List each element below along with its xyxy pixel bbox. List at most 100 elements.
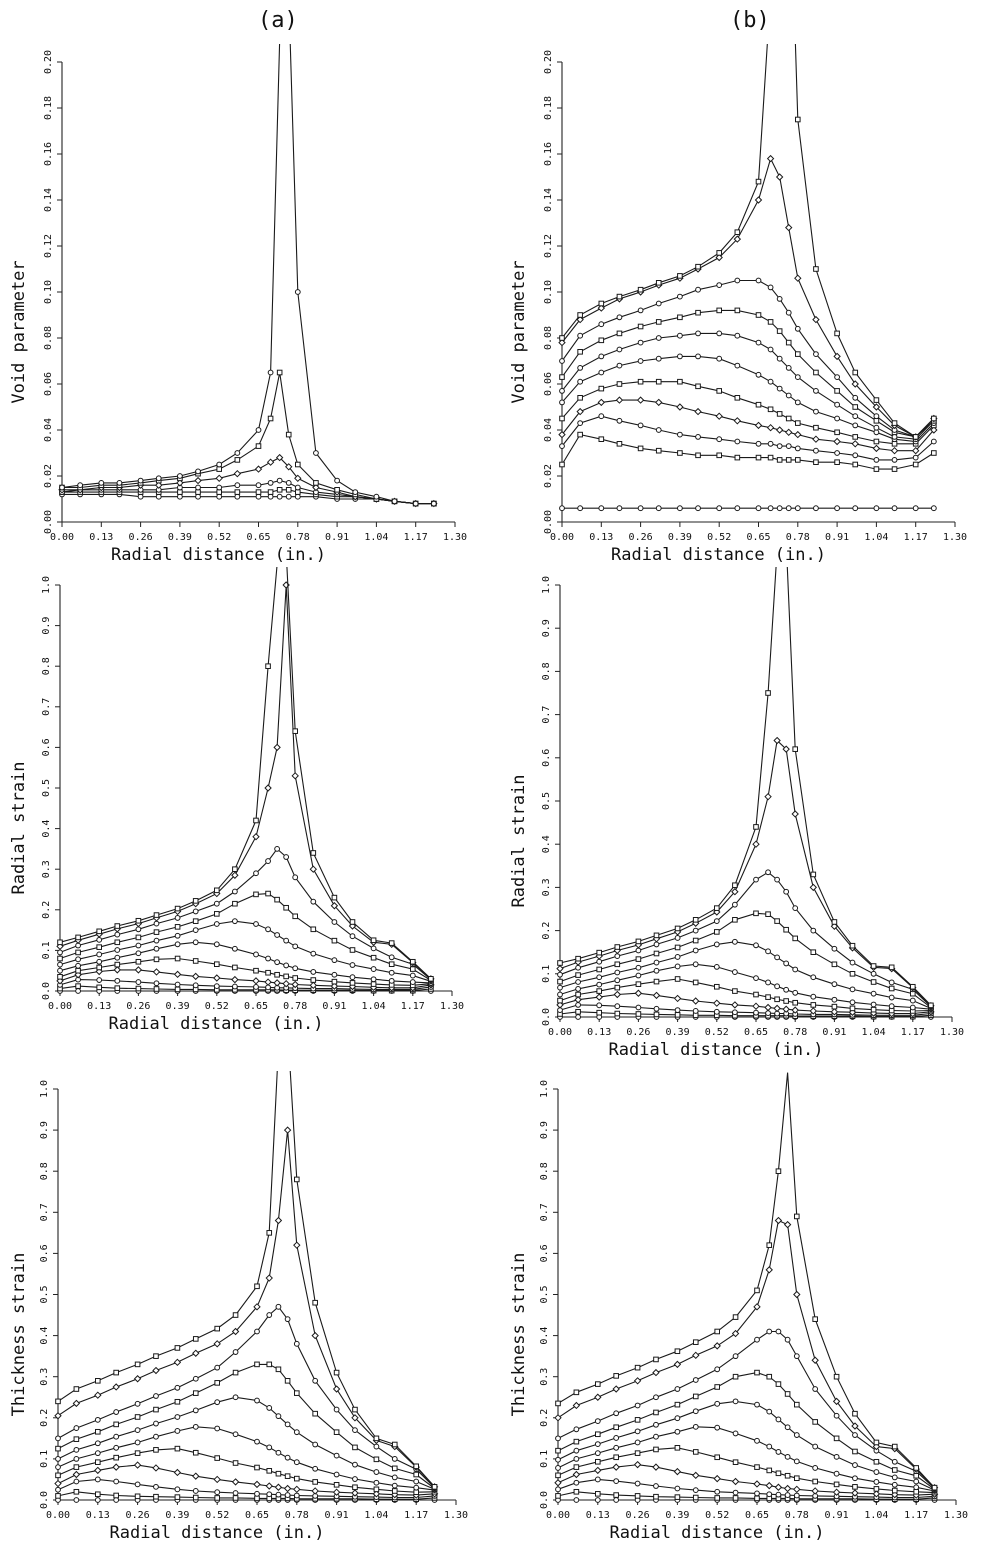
- data-point: [113, 1369, 119, 1376]
- data-point: [275, 1303, 282, 1310]
- y-axis-title: Thickness strain: [9, 1253, 29, 1417]
- x-tick-label: 1.04: [362, 1001, 386, 1012]
- data-point: [311, 1487, 319, 1495]
- x-tick-label: 0.13: [589, 532, 613, 543]
- data-point: [283, 937, 290, 944]
- data-point: [692, 1008, 699, 1014]
- data-point: [311, 1331, 319, 1340]
- data-point: [575, 955, 581, 962]
- data-point: [795, 420, 801, 426]
- data-point: [613, 1497, 620, 1503]
- data-point: [192, 1494, 199, 1501]
- data-point: [635, 964, 642, 971]
- y-tick-label: 0.5: [539, 1285, 550, 1303]
- data-point: [349, 962, 356, 968]
- data-point: [635, 1011, 642, 1017]
- data-point: [813, 369, 819, 376]
- series-line: [57, 1130, 436, 1488]
- data-point: [174, 1494, 181, 1500]
- data-point: [192, 918, 199, 924]
- data-point: [98, 480, 105, 486]
- data-point: [312, 1410, 318, 1417]
- data-point: [616, 417, 623, 424]
- data-point: [373, 1469, 380, 1475]
- data-point: [135, 985, 142, 992]
- data-point: [409, 972, 416, 979]
- data-point: [731, 901, 738, 908]
- data-point: [173, 1468, 182, 1477]
- data-point: [692, 1351, 700, 1360]
- data-point: [674, 1348, 681, 1355]
- data-point: [873, 1479, 880, 1485]
- y-tick-label: 0.9: [541, 619, 552, 637]
- data-point: [784, 1453, 791, 1460]
- data-point: [214, 1455, 220, 1461]
- y-tick-label: 0.4: [41, 820, 52, 838]
- data-point: [776, 385, 783, 392]
- data-point: [613, 1424, 619, 1431]
- data-point: [754, 1490, 760, 1497]
- data-point: [852, 1432, 858, 1438]
- data-point: [677, 353, 683, 360]
- data-point: [285, 431, 292, 438]
- data-point: [232, 1495, 239, 1501]
- chart-a-thickness-strain: 0.00 0.13 0.26 0.39 0.52 0.65 0.78 0.91 1.04 1.17…: [0, 1055, 500, 1555]
- data-point: [655, 378, 662, 385]
- data-point: [633, 1377, 642, 1385]
- data-point: [695, 353, 701, 360]
- data-point: [891, 1487, 898, 1494]
- data-point: [134, 1414, 141, 1420]
- data-point: [674, 1494, 681, 1500]
- data-point: [573, 1497, 580, 1503]
- data-point: [295, 461, 301, 468]
- data-point: [732, 882, 738, 889]
- data-point: [291, 980, 299, 989]
- data-point: [616, 441, 623, 447]
- data-point: [575, 986, 581, 992]
- data-point: [753, 975, 759, 982]
- data-point: [909, 997, 916, 1004]
- data-point: [153, 1393, 159, 1399]
- data-point: [785, 415, 792, 422]
- data-point: [573, 1488, 580, 1495]
- chart-svg: 0.00 0.13 0.26 0.39 0.52 0.65 0.78 0.91 1.04 1.17…: [9, 567, 464, 1034]
- data-point: [559, 335, 565, 341]
- data-point: [559, 358, 565, 364]
- data-point: [716, 330, 723, 337]
- x-tick-label: 0.39: [168, 532, 192, 543]
- data-point: [852, 413, 859, 420]
- data-point: [313, 450, 319, 456]
- data-point: [333, 1481, 340, 1488]
- series-line: [57, 1426, 435, 1491]
- data-point: [274, 971, 280, 978]
- data-point: [310, 926, 317, 933]
- data-point: [766, 1443, 773, 1450]
- data-point: [114, 961, 121, 968]
- data-point: [616, 505, 623, 512]
- y-tick-label: 0.5: [39, 1285, 50, 1303]
- data-point: [810, 974, 817, 981]
- y-tick-label: 0.10: [543, 280, 554, 304]
- data-point: [177, 473, 183, 479]
- data-point: [153, 1420, 159, 1427]
- series-line: [561, 355, 935, 443]
- data-point: [555, 1486, 561, 1493]
- y-tick-label: 0.9: [41, 617, 52, 635]
- data-point: [774, 996, 780, 1003]
- y-tick-label: 1.0: [539, 1080, 550, 1098]
- data-point: [232, 1431, 239, 1438]
- data-point: [55, 1398, 61, 1405]
- data-point: [192, 939, 199, 946]
- y-tick-label: 0.4: [39, 1327, 50, 1345]
- data-point: [134, 1439, 141, 1446]
- x-tick-label: 0.26: [629, 532, 653, 543]
- x-tick-label: 1.17: [901, 1027, 925, 1038]
- y-tick-label: 0.20: [43, 50, 54, 74]
- plot-area: [558, 44, 938, 512]
- series-line: [557, 1478, 935, 1499]
- data-point: [852, 505, 859, 512]
- data-point: [232, 1460, 239, 1466]
- data-point: [373, 1443, 380, 1450]
- data-point: [214, 1380, 220, 1386]
- data-point: [713, 941, 720, 948]
